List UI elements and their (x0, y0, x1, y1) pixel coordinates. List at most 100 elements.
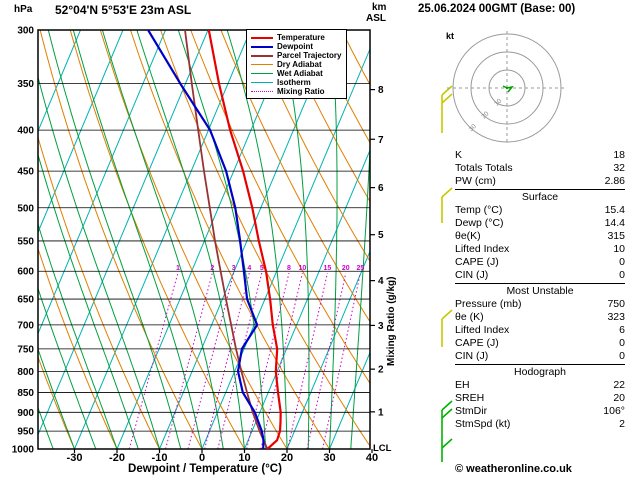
temperature-tick-label: 30 (323, 452, 335, 464)
mixing-ratio-label: 25 (356, 265, 364, 272)
pressure-tick-label: 400 (17, 126, 34, 137)
hodograph-origin-dot (505, 86, 509, 90)
altitude-tick-label: 2 (378, 365, 384, 376)
row-label: StmDir (455, 405, 488, 417)
wind-barb-tick (441, 187, 453, 198)
table-row: θe (K) 323 (455, 311, 625, 324)
table-row: StmSpd (kt) 2 (455, 418, 625, 431)
pressure-tick-label: 700 (17, 320, 34, 331)
row-label: Pressure (mb) (455, 298, 522, 310)
legend-item: Dry Adiabat (251, 60, 341, 69)
row-value: 0 (619, 269, 625, 281)
row-label: Totals Totals (455, 162, 513, 174)
pressure-tick-label: 500 (17, 203, 34, 214)
altitude-tick-label: 6 (378, 183, 384, 194)
row-label: EH (455, 379, 470, 391)
legend-item-label: Wet Adiabat (277, 69, 323, 78)
grid-and-frame (37, 29, 371, 450)
legend-line-swatch (251, 36, 273, 39)
table-row: Lifted Index 6 (455, 324, 625, 337)
section-divider (455, 189, 625, 190)
altitude-tick-label: 5 (378, 230, 384, 241)
hodograph-unit-label: kt (446, 31, 455, 41)
row-label: CIN (J) (455, 269, 489, 281)
isotherm-line (38, 30, 166, 335)
table-row: Pressure (mb) 750 (455, 298, 625, 311)
table-row: Dewp (°C) 14.4 (455, 217, 625, 230)
row-value: 10 (613, 243, 625, 255)
table-row: CIN (J) 0 (455, 350, 625, 363)
row-label: Lifted Index (455, 324, 510, 336)
legend-item-label: Temperature (277, 33, 325, 42)
row-value: 106° (603, 405, 625, 417)
section-title: Surface (521, 191, 559, 203)
row-label: StmSpd (kt) (455, 418, 511, 430)
row-value: 32 (613, 162, 625, 174)
wet-adiabat-line (38, 286, 97, 449)
isotherm-line (329, 351, 370, 449)
legend-item: Isotherm (251, 78, 341, 87)
row-label: CIN (J) (455, 350, 489, 362)
row-label: CAPE (J) (455, 337, 499, 349)
legend-item-label: Isotherm (277, 78, 311, 87)
pressure-axis-unit: hPa (14, 4, 33, 15)
row-value: 18 (613, 149, 625, 161)
hodograph-ring (488, 69, 526, 107)
mixing-ratio-label: 20 (342, 265, 350, 272)
dry-adiabat-line (38, 355, 75, 449)
hodograph-ring-label: 20 (480, 110, 490, 120)
table-row: CIN (J) 0 (455, 269, 625, 282)
wind-barb-tick (441, 408, 453, 419)
table-row: K 18 (455, 149, 625, 162)
isotherm-line (286, 250, 370, 449)
table-row: Totals Totals 32 (455, 162, 625, 175)
pressure-tick-label: 800 (17, 367, 34, 378)
table-row: CAPE (J) 0 (455, 337, 625, 350)
mixing-ratio-label: 5 (260, 265, 264, 272)
table-row: Lifted Index 10 (455, 243, 625, 256)
mixing-ratio-axis-title: Mixing Ratio (g/kg) (386, 276, 397, 366)
legend-item: Mixing Ratio (251, 87, 341, 96)
row-label: Dewp (°C) (455, 217, 504, 229)
pressure-tick-label: 550 (17, 236, 34, 247)
profile-curves (147, 30, 282, 449)
legend-item: Parcel Trajectory (251, 51, 341, 60)
pressure-tick-label: 950 (17, 427, 34, 438)
section-title: Most Unstable (506, 285, 574, 297)
table-row: PW (cm) 2.86 (455, 175, 625, 188)
legend-line-swatch (251, 45, 273, 48)
x-axis-title: Dewpoint / Temperature (°C) (128, 463, 282, 475)
row-value: 15.4 (604, 204, 625, 216)
wind-barb-tick (441, 85, 453, 96)
row-label: Temp (°C) (455, 204, 503, 216)
wind-barb-tick (441, 93, 453, 104)
dry-adiabat-line (250, 30, 370, 263)
row-value: 2 (619, 418, 625, 430)
copyright: © weatheronline.co.uk (455, 463, 572, 475)
mixing-ratio-label: 1 (176, 265, 180, 272)
row-value: 0 (619, 337, 625, 349)
hodograph-ring-label: 30 (468, 123, 478, 133)
row-label: θe(K) (455, 230, 481, 242)
temperature-tick-label: -10 (152, 452, 168, 464)
isotherm-line (244, 148, 370, 449)
station-title: 52°04'N 5°53'E 23m ASL (55, 3, 192, 17)
temperature-tick-label: 0 (199, 452, 205, 464)
mixing-ratio-label: 2 (210, 265, 214, 272)
row-value: 0 (619, 256, 625, 268)
mixing-ratio-label: 4 (247, 265, 251, 272)
axis-labels: 3003504004505005506006507007508008509009… (12, 26, 384, 465)
temperature-tick-label: 40 (366, 452, 378, 464)
row-label: Lifted Index (455, 243, 510, 255)
hodograph-ring (470, 51, 544, 125)
wind-barb-tick (441, 400, 453, 411)
row-value: 22 (613, 379, 625, 391)
row-value: 20 (613, 392, 625, 404)
legend-item: Wet Adiabat (251, 69, 341, 78)
row-label: CAPE (J) (455, 256, 499, 268)
mixing-ratio-label: 8 (287, 265, 291, 272)
hodograph-ring (452, 33, 562, 143)
legend-item: Dewpoint (251, 42, 341, 51)
